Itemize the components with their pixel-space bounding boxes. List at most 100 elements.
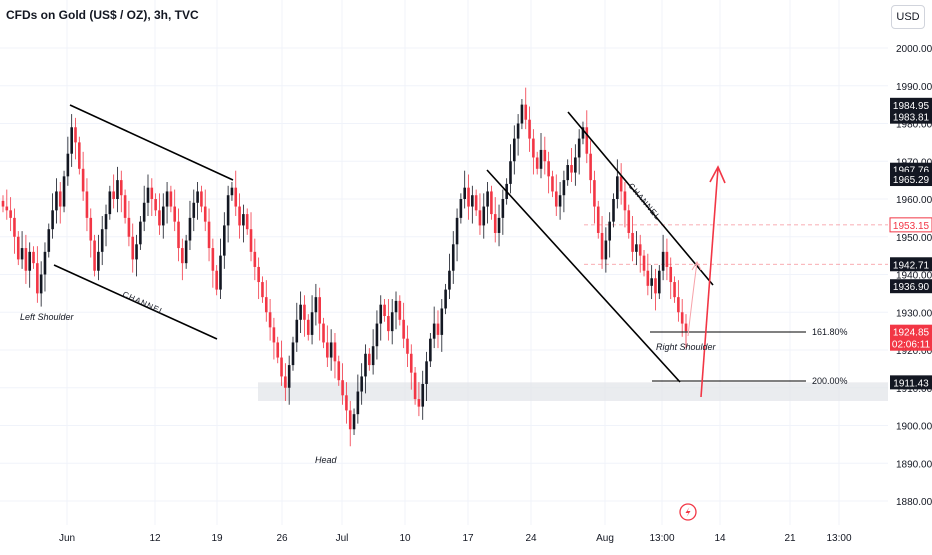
currency-button[interactable]: USD: [891, 5, 925, 29]
candle-body: [539, 149, 543, 169]
candle-body: [32, 251, 35, 264]
price-tag: 1942.71: [890, 257, 932, 272]
lower-channel-line-left[interactable]: [53, 264, 218, 340]
upper-channel-line-left[interactable]: [69, 104, 234, 181]
price-tag: 1953.15: [889, 217, 932, 233]
candle-body: [348, 410, 352, 430]
lower-channel-line-right[interactable]: [486, 169, 681, 383]
price-tag-label: 1924.85: [893, 328, 930, 339]
candle-body: [616, 176, 619, 199]
candle-body: [352, 414, 356, 430]
flash-icon[interactable]: [679, 503, 697, 521]
price-tick-label: 1900.00: [896, 422, 932, 433]
candle-body: [631, 232, 634, 252]
candle-body: [497, 217, 501, 233]
candle-body: [43, 251, 47, 275]
time-tick-label: 14: [714, 533, 726, 544]
price-tag: 1911.43: [890, 375, 932, 390]
candle-body: [623, 191, 627, 211]
price-tag: 1965.29: [890, 172, 932, 187]
candle-body: [85, 191, 89, 218]
candle-body: [154, 199, 157, 211]
candle-body: [322, 323, 325, 343]
candle-body: [272, 327, 276, 343]
price-tick-label: 1890.00: [896, 459, 932, 470]
candle-body: [398, 300, 402, 320]
candle-body: [139, 221, 142, 245]
candle-body: [635, 244, 638, 252]
candle-body: [627, 210, 631, 233]
candle-body: [436, 323, 440, 335]
candle-body: [135, 244, 138, 260]
time-tick-label: Aug: [596, 533, 614, 544]
price-tick-label: 1950.00: [896, 233, 932, 244]
projection-arrow-head-main: [709, 165, 726, 184]
candle-body: [253, 251, 257, 267]
candle-body: [215, 270, 218, 290]
candle-body: [223, 225, 226, 256]
chart-title: CFDs on Gold (US$ / OZ), 3h, TVC: [6, 8, 199, 22]
time-tick-label: Jul: [336, 533, 349, 544]
candle-body: [680, 312, 684, 324]
candle-body: [112, 191, 115, 199]
candle-body: [245, 214, 249, 230]
candle-body: [234, 187, 238, 207]
trend-lines: [53, 104, 806, 398]
candle-body: [123, 195, 127, 218]
candle-body: [268, 312, 272, 328]
candle-body: [459, 199, 463, 218]
projection-arrow-head-thin: [691, 260, 702, 271]
candle-body: [371, 346, 375, 366]
candle-body: [28, 251, 32, 271]
candle-body: [51, 210, 54, 230]
candle-body: [375, 323, 379, 347]
candle-body: [158, 210, 161, 226]
left-shoulder-label: Left Shoulder: [20, 312, 75, 322]
candle-body: [432, 323, 436, 339]
candle-body: [291, 342, 295, 366]
candle-body: [356, 391, 360, 415]
projection-arrow-main[interactable]: [700, 167, 719, 398]
time-tick-label: 17: [462, 533, 474, 544]
candle-body: [74, 127, 77, 143]
candle-body: [238, 206, 241, 226]
time-axis[interactable]: Jun 12 19 26 Jul 10 17 24 Aug 13:00 14 21 13:00: [59, 533, 852, 544]
candle-body: [318, 297, 321, 324]
candle-body: [463, 187, 466, 199]
price-tick-label: 1880.00: [896, 497, 932, 508]
candle-body: [387, 316, 390, 332]
candle-body: [482, 206, 486, 226]
candle-body: [341, 380, 344, 396]
candle-body: [558, 195, 562, 207]
candle-body: [585, 127, 589, 154]
price-tag-label: 1911.43: [893, 378, 929, 389]
candle-body: [242, 214, 245, 226]
candle-body: [108, 191, 112, 215]
grid-lines: [0, 0, 888, 525]
dashed-levels: [584, 224, 888, 265]
candle-body: [36, 263, 39, 294]
time-tick-label: 26: [276, 533, 288, 544]
candle-body: [493, 214, 497, 233]
candle-body: [543, 149, 547, 162]
candle-body: [501, 199, 505, 218]
candle-body: [665, 251, 669, 267]
candle-body: [264, 297, 268, 313]
upper-channel-line-right[interactable]: [567, 111, 714, 286]
candle-body: [600, 232, 604, 260]
candle-body: [203, 206, 207, 222]
candle-body: [211, 248, 215, 271]
candle-body: [455, 217, 459, 245]
price-tag-label: 1967.76: [893, 166, 930, 177]
candle-body: [360, 376, 363, 392]
price-tick-label: 1920.00: [896, 346, 932, 357]
candle-body: [520, 104, 524, 124]
candle-body: [1, 200, 5, 207]
candle-body: [230, 187, 234, 196]
candle-body: [284, 376, 287, 388]
candle-body: [486, 191, 489, 207]
projection-arrow-thin[interactable]: [687, 261, 698, 337]
candle-body: [104, 214, 108, 230]
